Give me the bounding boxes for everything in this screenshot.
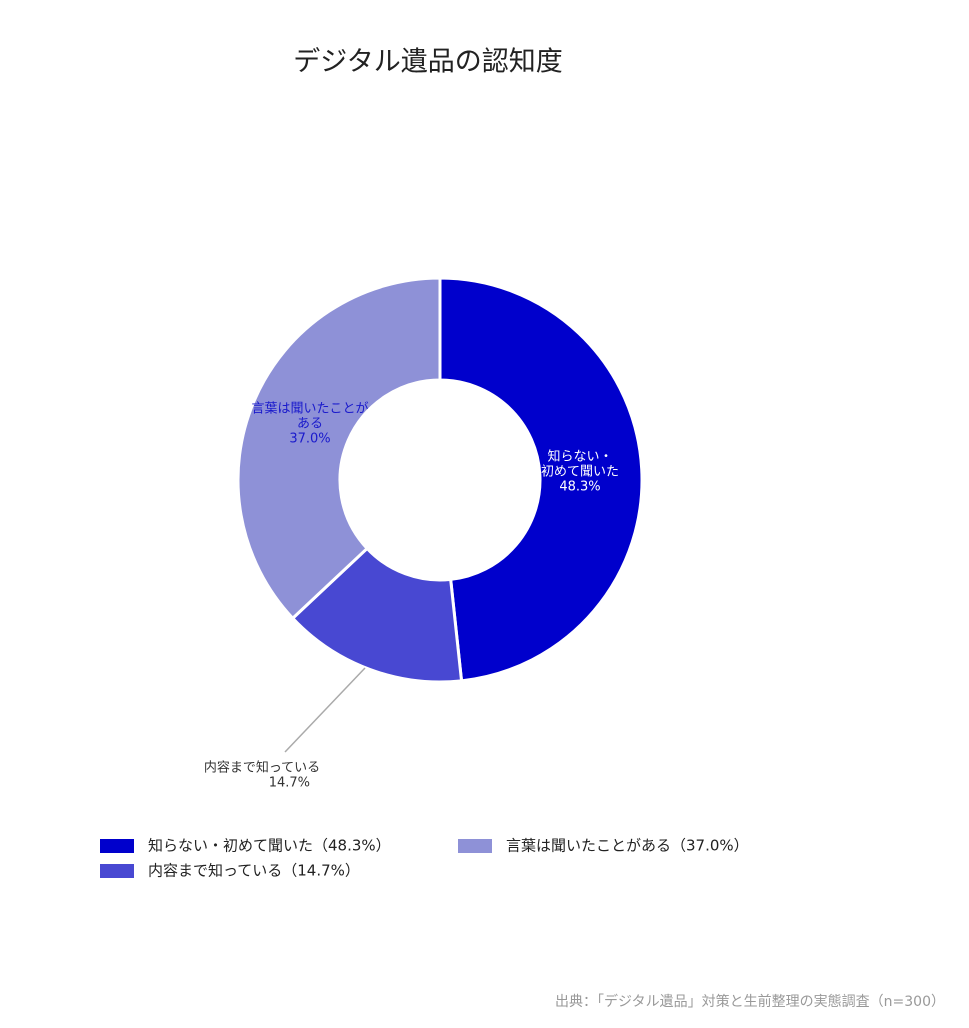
leader-line <box>284 667 366 753</box>
legend-swatch <box>100 839 134 853</box>
slice <box>236 276 442 621</box>
slice-label: 初めて聞いた <box>541 465 619 480</box>
legend-swatch <box>100 864 134 878</box>
slice-label: 言葉は聞いたことが <box>251 402 368 417</box>
slice-label: 知らない・ <box>547 449 612 465</box>
legend-swatch <box>458 839 492 853</box>
slice-value-label: 37.0% <box>289 432 330 447</box>
slice-value-label: 48.3% <box>559 480 600 495</box>
slice-label: ある <box>297 417 323 432</box>
source-note: 出典：「デジタル遺品」対策と生前整理の実態調査（n=300） <box>555 993 945 1010</box>
slice-label: 内容まで知っている <box>204 760 320 776</box>
slice-value-label: 14.7% <box>269 776 310 791</box>
chart-title: デジタル遺品の認知度 <box>293 47 562 78</box>
legend-label: 言葉は聞いたことがある（37.0%） <box>506 837 749 855</box>
slice <box>438 276 644 683</box>
legend-label: 知らない・初めて聞いた（48.3%） <box>148 837 391 855</box>
legend-label: 内容まで知っている（14.7%） <box>148 862 360 880</box>
